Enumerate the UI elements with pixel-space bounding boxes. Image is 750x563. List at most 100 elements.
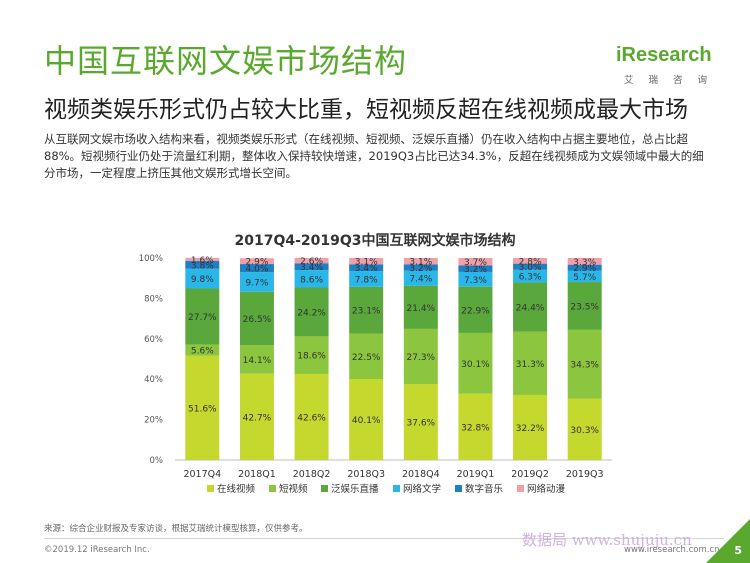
x-tick-label: 2017Q4 [183,469,221,480]
bar-segment [239,264,274,273]
bar-segment [567,398,602,460]
data-label: 22.9% [461,306,490,316]
data-label: 7.8% [355,276,378,286]
bar-segment [239,345,274,374]
data-label: 3.0% [519,263,542,273]
data-label: 9.7% [246,278,269,288]
x-tick-label: 2018Q2 [293,469,331,480]
legend-swatch [455,485,462,492]
logo-subtitle: 艾 瑞 咨 询 [624,75,714,86]
legend-label: 短视频 [279,483,308,495]
data-label: 40.1% [352,416,381,426]
bar-segment [239,291,274,346]
site-url[interactable]: www.iresearch.com.cn [624,545,720,555]
data-label: 22.5% [352,353,381,363]
watermark: 数据局 www.shujuju.cn [522,531,692,549]
bar-segment [403,258,438,265]
data-label: 24.2% [297,308,326,318]
bar-segment [349,271,384,287]
legend-swatch [207,485,214,492]
logo-name: iResearch [616,44,712,66]
data-label: 2.9% [573,264,596,274]
summary-paragraph: 从互联网文娱市场收入结构来看，视频类娱乐形式（在线视频、短视频、泛娱乐直播）仍在… [44,132,704,180]
page-title: 中国互联网文娱市场结构 [44,42,408,80]
bar-segment [403,270,438,286]
y-tick-label: 20% [144,416,163,426]
bar-segment [567,329,602,399]
bar-segment [239,258,274,265]
data-label: 23.1% [352,307,381,317]
copyright: ©2019.12 iResearch Inc. [44,545,150,555]
bar-segment [513,258,548,264]
bar-segment [513,394,548,460]
data-label: 23.5% [570,302,599,312]
x-tick-label: 2018Q4 [402,469,440,480]
bar-segment [458,258,493,266]
bar-segment [403,285,438,329]
y-tick-label: 60% [144,335,163,345]
bar-segment [294,336,329,374]
bar-segment [513,331,548,395]
bar-segment [239,272,274,292]
legend-label: 数字音乐 [465,483,504,495]
bar-segment [458,393,493,460]
data-label: 14.1% [243,356,272,366]
data-label: 2.6% [300,257,323,267]
page-subtitle: 视频类娱乐形式仍占较大比重，短视频反超在线视频成最大市场 [44,97,688,123]
bar-segment [294,373,329,460]
bar-segment [185,261,220,269]
bar-segment [294,287,329,337]
data-label: 7.3% [464,276,487,286]
bar-segment [349,286,384,334]
data-label: 3.7% [464,258,487,268]
bar-segment [458,271,493,287]
data-label: 24.4% [516,304,545,314]
data-label: 21.4% [407,304,436,314]
x-tick-label: 2019Q2 [511,469,549,480]
legend-swatch [393,485,400,492]
bar-segment [403,328,438,385]
data-label: 42.6% [297,413,326,423]
data-label: 5.7% [573,273,596,283]
data-label: 26.5% [243,315,272,325]
data-label: 5.6% [191,347,214,357]
bar-segment [567,270,602,283]
iresearch-logo: iResearch 艾 瑞 咨 询 [616,44,716,88]
legend-label: 网络文学 [403,483,441,495]
x-tick-label: 2019Q3 [566,469,604,480]
data-label: 1.6% [191,256,214,266]
data-label: 3.3% [573,258,596,268]
bar-segment [349,264,384,272]
bar-segment [349,258,384,265]
chart-title: 2017Q4-2019Q3中国互联网文娱市场结构 [234,233,516,249]
y-tick-label: 100% [139,254,163,264]
bar-segment [513,282,548,332]
data-label: 32.8% [461,423,490,433]
bar-segment [185,344,220,356]
bar-segment [567,282,602,330]
bar-segment [458,286,493,333]
data-label: 18.6% [297,352,326,362]
data-label: 32.2% [516,424,545,434]
data-label: 2.8% [519,257,542,267]
footer-divider [44,538,724,539]
page-number: 5 [734,544,742,557]
bar-segment [349,378,384,460]
x-tick-label: 2019Q1 [457,469,495,480]
bar-segment [513,263,548,270]
data-label: 2.9% [246,258,269,268]
data-label: 3.4% [300,263,323,273]
data-label: 31.3% [516,360,545,370]
data-label: 34.3% [570,361,599,371]
legend-label: 在线视频 [217,483,256,495]
data-label: 3.1% [355,258,378,268]
legend-swatch [269,485,276,492]
data-label: 51.6% [188,404,217,414]
bar-segment [567,258,602,265]
data-label: 30.1% [461,360,490,370]
data-label: 27.7% [188,313,217,323]
x-tick-label: 2018Q3 [347,469,385,480]
bar-segment [294,263,329,271]
y-tick-label: 80% [144,294,163,304]
legend-swatch [517,485,524,492]
